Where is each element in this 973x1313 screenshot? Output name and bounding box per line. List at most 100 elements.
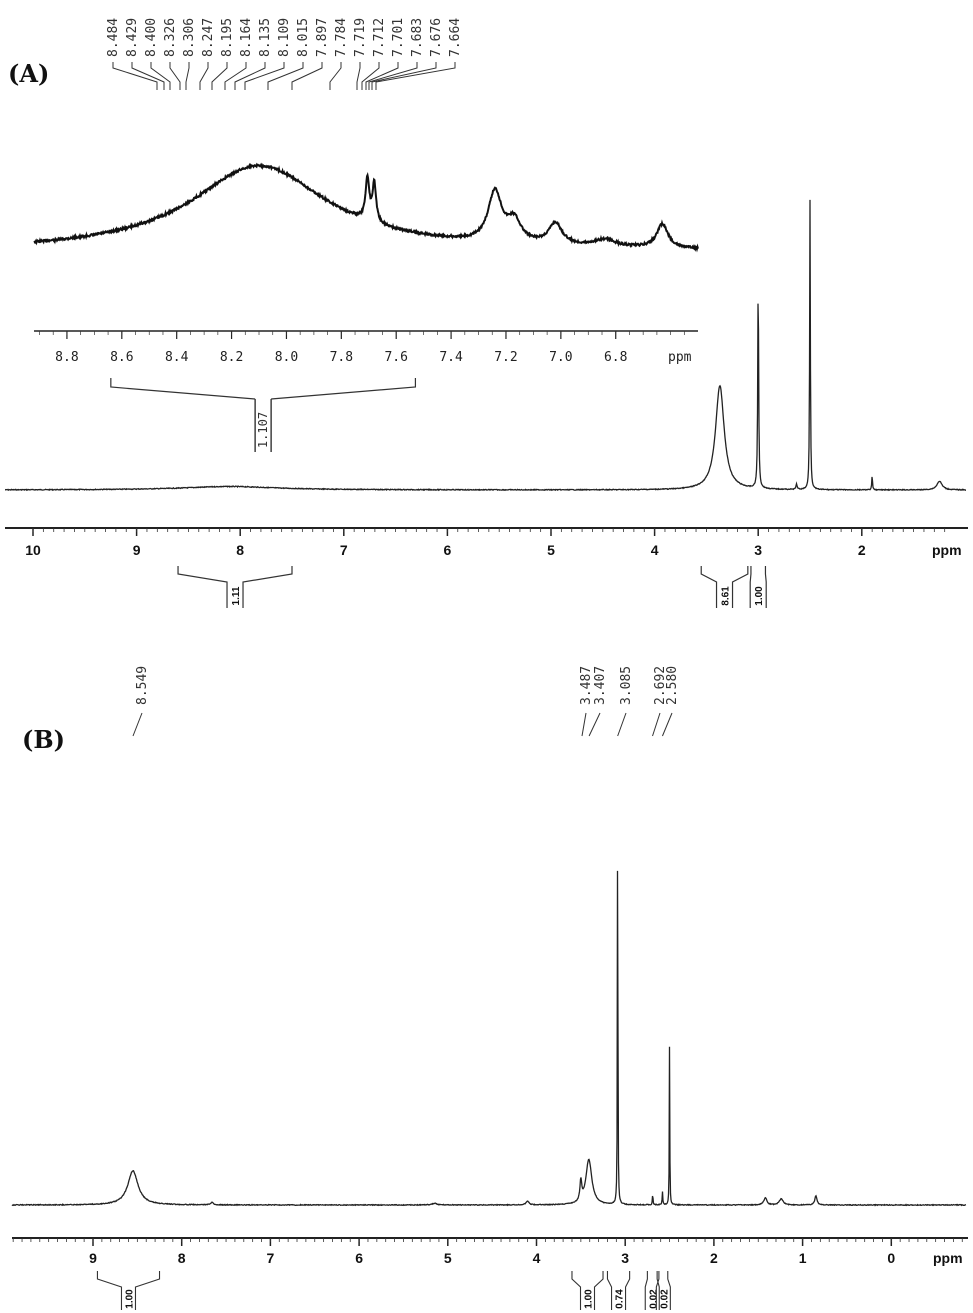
panel-a-inset: 8.8 8.6 8.4 8.2 8.0 7.8 7.6 7.4 7.2 7.0 6.8 ppm 1.… xyxy=(33,162,699,452)
panel-a-peak-leader xyxy=(291,62,323,90)
panel-a-peak-label: 8.135 xyxy=(258,18,273,57)
panel-b-tick-label: 8 xyxy=(178,1250,186,1266)
inset-tick-label: 7.6 xyxy=(384,350,407,365)
panel-a-peak-label: 7.676 xyxy=(429,18,444,57)
panel-a-peak-label: 7.701 xyxy=(391,18,406,57)
panel-b-integral-bracket xyxy=(96,1271,161,1310)
panel-b-peak-label: 3.085 xyxy=(619,666,634,705)
panel-a-integral-value: 8.61 xyxy=(721,586,732,606)
panel-a-tick-label: 2 xyxy=(858,542,866,558)
panel-a-integral-bracket xyxy=(749,566,767,608)
panel-b-integral-value: 1.00 xyxy=(584,1289,595,1309)
panel-b-peak-label: 8.549 xyxy=(135,666,150,705)
panel-a-tick-label: 5 xyxy=(547,542,555,558)
panel-b-integral-value: 1.00 xyxy=(124,1289,135,1309)
panel-b-peak-label: 3.407 xyxy=(593,666,608,705)
panel-a-peak-leader xyxy=(329,62,342,90)
panel-a-peak-leader xyxy=(234,62,266,90)
panel-a-peak-leader xyxy=(199,62,209,90)
panel-a-tick-label: 8 xyxy=(236,542,244,558)
panel-b-tick-label: 1 xyxy=(799,1250,807,1266)
panel-b-tick-label: 9 xyxy=(89,1250,97,1266)
panel-a-peak-label: 8.326 xyxy=(163,18,178,57)
panel-a-x-axis-label: ppm xyxy=(932,542,962,558)
panel-a-tick-label: 10 xyxy=(25,542,41,558)
panel-a-peak-leader xyxy=(375,62,456,90)
panel-a-peak-label: 7.683 xyxy=(410,18,425,57)
panel-a-peak-label: 7.897 xyxy=(315,18,330,57)
panel-b-integral-value: 0.74 xyxy=(615,1289,626,1309)
panel-a-peak-leader xyxy=(169,62,181,90)
inset-tick-label: 7.4 xyxy=(439,350,463,365)
inset-tick-label: 8.0 xyxy=(275,350,298,365)
panel-b-tick-label: 2 xyxy=(710,1250,718,1266)
panel-b-peak-leader xyxy=(588,712,601,737)
panel-a-peak-label: 8.195 xyxy=(220,18,235,57)
panel-b-x-axis-label: ppm xyxy=(933,1250,963,1266)
inset-tick-label: 6.8 xyxy=(604,350,627,365)
panel-a-peak-leader xyxy=(131,62,165,90)
panel-a-peak-label: 7.664 xyxy=(448,18,463,57)
panel-a-peak-label: 8.015 xyxy=(296,18,311,57)
panel-a-peak-leader xyxy=(267,62,304,90)
panel-a-integral-bracket xyxy=(177,566,293,608)
inset-integral-bracket xyxy=(110,378,417,400)
panel-a-spectrum-line xyxy=(5,199,966,492)
panel-b-peak-label: 2.580 xyxy=(665,666,680,705)
panel-b-peak-label: 3.487 xyxy=(579,666,594,705)
panel-a-peak-label: 8.429 xyxy=(125,18,140,57)
panel-b-tick-label: 6 xyxy=(355,1250,363,1266)
panel-a-peak-label: 8.109 xyxy=(277,18,292,57)
panel-b-peak-leader xyxy=(661,712,673,737)
panel-a-peak-leader xyxy=(150,62,171,90)
panel-a-label: (A) xyxy=(8,59,49,88)
panel-b-tick-label: 4 xyxy=(533,1250,541,1266)
panel-b-peak-leader xyxy=(132,712,143,737)
panel-a-peak-label: 7.712 xyxy=(372,18,387,57)
panel-a-peak-label: 8.484 xyxy=(106,18,121,57)
panel-b-integral-bracket xyxy=(606,1271,631,1310)
panel-b-integral-bracket xyxy=(571,1271,604,1310)
panel-b-spectrum-line xyxy=(11,870,967,1207)
panel-a-integral-bracket xyxy=(700,566,749,608)
inset-x-axis-label: ppm xyxy=(668,350,692,365)
inset-tick-label: 8.6 xyxy=(110,350,133,365)
panel-b-peak-label: 2.692 xyxy=(653,666,668,705)
panel-a-x-ticks: 10 9 8 7 6 5 4 3 2 xyxy=(25,528,946,558)
inset-spectrum-line xyxy=(33,162,699,253)
panel-b-peak-leader xyxy=(581,712,587,737)
panel-a-tick-label: 9 xyxy=(133,542,141,558)
panel-b-peak-leader xyxy=(652,712,661,737)
panel-a-peak-leader xyxy=(185,62,190,90)
inset-tick-label: 8.4 xyxy=(165,350,189,365)
inset-tick-label: 7.8 xyxy=(330,350,353,365)
inset-tick-label: 8.8 xyxy=(55,350,78,365)
inset-integral-stem xyxy=(254,399,272,452)
panel-a-peak-leader xyxy=(244,62,285,90)
panel-a: (A) 8.484 8.429 8.400 8.326 8.306 8.247 8.195 8… xyxy=(5,18,968,608)
panel-a-tick-label: 6 xyxy=(444,542,452,558)
panel-a-peak-label: 8.400 xyxy=(144,18,159,57)
panel-a-peak-leader xyxy=(361,62,380,90)
panel-a-peak-label: 7.784 xyxy=(334,18,349,57)
inset-tick-label: 7.0 xyxy=(549,350,572,365)
panel-b-tick-label: 0 xyxy=(887,1250,895,1266)
panel-a-peak-leader xyxy=(224,62,247,90)
panel-a-peak-leader xyxy=(356,62,361,90)
panel-b-tick-label: 5 xyxy=(444,1250,452,1266)
panel-b-integral-bracket xyxy=(655,1271,671,1310)
panel-a-peak-label: 8.164 xyxy=(239,18,254,57)
inset-x-ticks: 8.8 8.6 8.4 8.2 8.0 7.8 7.6 7.4 7.2 7.0 6.8 xyxy=(39,331,685,365)
panel-a-peak-labels: 8.484 8.429 8.400 8.326 8.306 8.247 8.195 8.164… xyxy=(106,18,463,90)
panel-a-peak-leader xyxy=(112,62,158,90)
panel-b-integral-value: 0.02 xyxy=(648,1289,659,1309)
panel-a-peak-label: 7.719 xyxy=(353,18,368,57)
panel-b-integral-value: 0.02 xyxy=(659,1289,670,1309)
panel-a-integral-value: 1.11 xyxy=(231,586,242,605)
inset-tick-label: 7.2 xyxy=(494,350,517,365)
panel-a-peak-leader xyxy=(211,62,228,90)
panel-a-tick-label: 4 xyxy=(651,542,659,558)
